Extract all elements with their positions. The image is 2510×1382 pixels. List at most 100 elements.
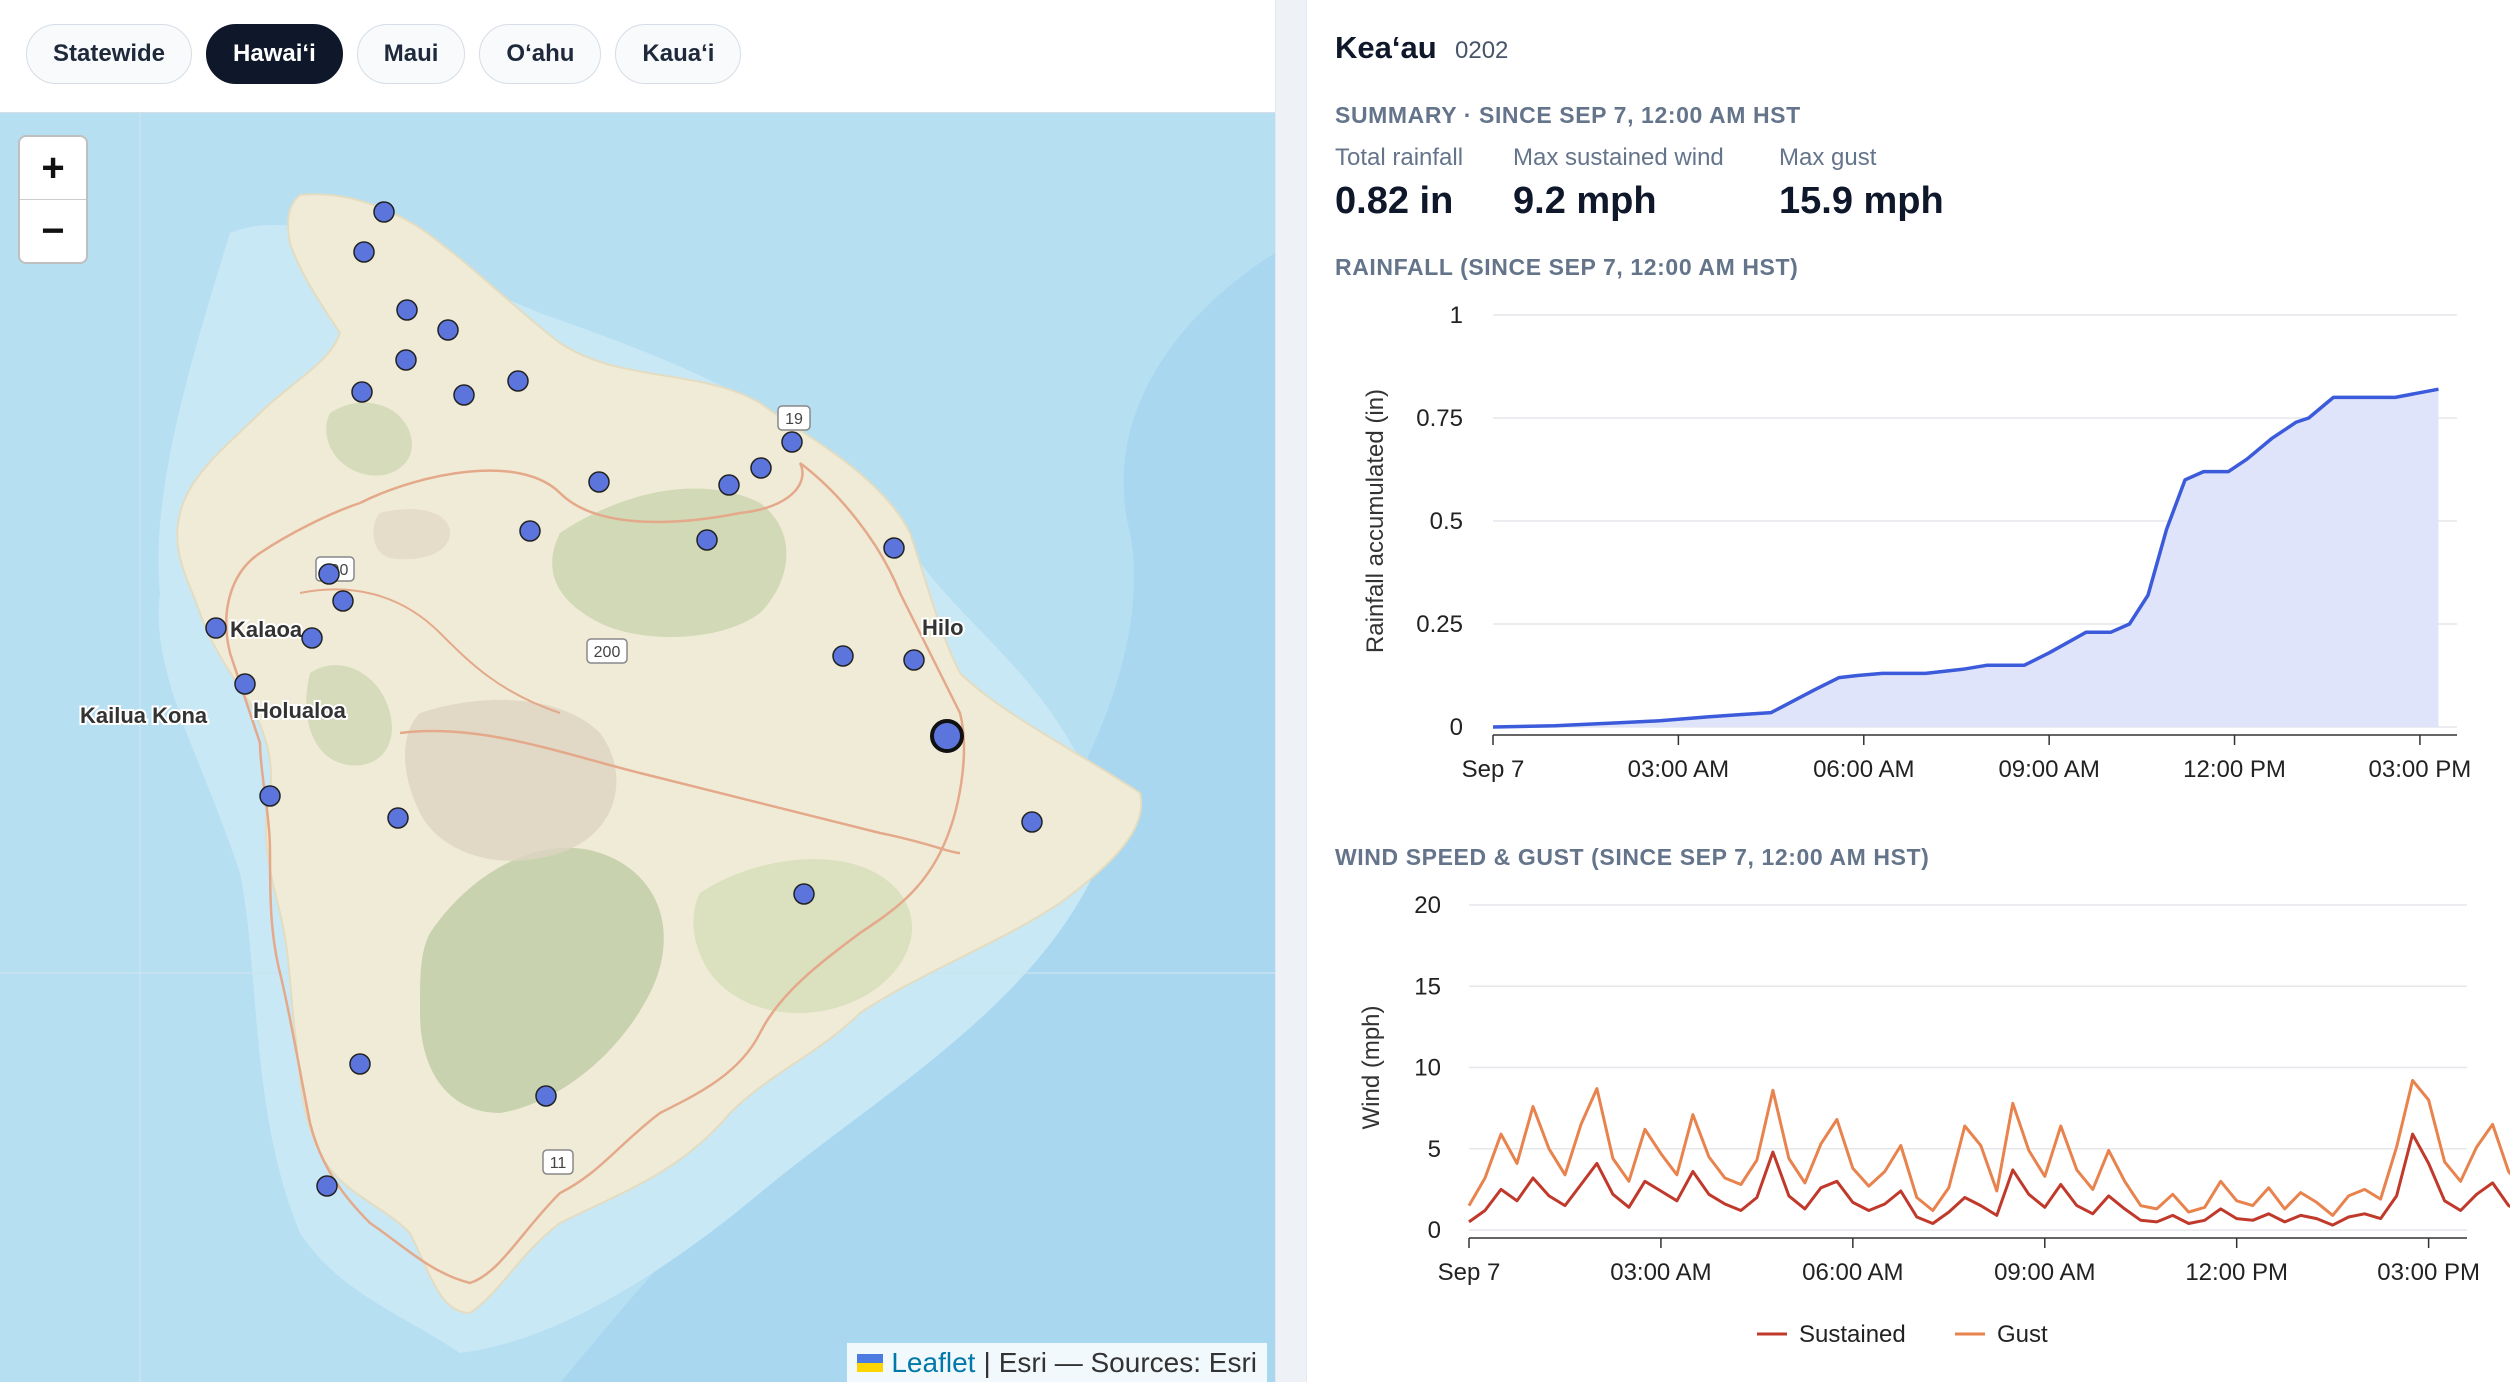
station-marker[interactable] bbox=[318, 563, 340, 585]
station-marker[interactable] bbox=[696, 529, 718, 551]
zoom-control: + − bbox=[18, 135, 88, 264]
station-panel: Kea‘au 0202 SUMMARY · SINCE SEP 7, 12:00… bbox=[1306, 0, 2510, 1382]
station-marker[interactable] bbox=[301, 627, 323, 649]
y-tick-label: 0.75 bbox=[1416, 405, 1463, 432]
tab-statewide[interactable]: Statewide bbox=[26, 24, 193, 84]
place-label-hilo: Hilo bbox=[922, 615, 964, 640]
route-label: 11 bbox=[550, 1155, 567, 1172]
station-marker[interactable] bbox=[437, 319, 459, 341]
y-tick-label: 0.5 bbox=[1430, 508, 1463, 535]
place-label-kailua-kona: Kailua Kona bbox=[80, 703, 208, 728]
y-tick-label: 5 bbox=[1428, 1136, 1441, 1163]
station-name: Kea‘au bbox=[1335, 30, 1437, 65]
road bbox=[359, 462, 804, 524]
terrain-waimea bbox=[373, 509, 450, 560]
metric-label: Max gust bbox=[1779, 144, 1877, 171]
x-tick-label: 06:00 AM bbox=[1813, 756, 1914, 783]
route-label: 19 bbox=[785, 411, 803, 428]
station-marker[interactable] bbox=[883, 537, 905, 559]
station-marker[interactable] bbox=[316, 1175, 338, 1197]
station-marker[interactable] bbox=[234, 673, 256, 695]
station-id: 0202 bbox=[1455, 37, 1509, 64]
station-marker[interactable] bbox=[259, 785, 281, 807]
station-marker[interactable] bbox=[718, 474, 740, 496]
x-tick-label: 03:00 PM bbox=[2377, 1259, 2480, 1286]
station-marker[interactable] bbox=[535, 1085, 557, 1107]
zoom-in-button[interactable]: + bbox=[20, 137, 86, 200]
gust-line[interactable] bbox=[1467, 972, 2510, 1217]
attribution-source: Esri — Sources: Esri bbox=[998, 1347, 1257, 1378]
place-label-kalaoa: Kalaoa bbox=[230, 617, 303, 642]
station-marker[interactable] bbox=[351, 381, 373, 403]
station-marker[interactable] bbox=[373, 201, 395, 223]
x-tick-label: 12:00 PM bbox=[2183, 756, 2286, 783]
y-tick-label: 0 bbox=[1428, 1217, 1441, 1244]
legend-gust[interactable]: Gust bbox=[1997, 1321, 2048, 1348]
metric-value: 15.9 mph bbox=[1779, 180, 1944, 222]
station-marker[interactable] bbox=[349, 1053, 371, 1075]
tab-maui[interactable]: Maui bbox=[356, 24, 466, 84]
station-marker[interactable] bbox=[793, 883, 815, 905]
rainfall-area bbox=[1493, 389, 2439, 727]
station-marker[interactable] bbox=[903, 649, 925, 671]
station-marker[interactable] bbox=[353, 241, 375, 263]
terrain-mauna-kea bbox=[552, 488, 787, 637]
station-marker[interactable] bbox=[453, 384, 475, 406]
x-tick-label: Sep 7 bbox=[1438, 1259, 1501, 1286]
station-marker-selected[interactable] bbox=[930, 719, 964, 753]
x-tick-label: 12:00 PM bbox=[2185, 1259, 2288, 1286]
x-tick-label: 09:00 AM bbox=[1998, 756, 2099, 783]
terrain-kohala bbox=[326, 402, 412, 476]
x-tick-label: 03:00 PM bbox=[2369, 756, 2472, 783]
zoom-out-button[interactable]: − bbox=[41, 208, 65, 253]
station-marker[interactable] bbox=[395, 349, 417, 371]
place-label-holualoa: Holualoa bbox=[253, 698, 347, 723]
metric-max-sustained-wind: Max sustained wind 9.2 mph bbox=[1513, 144, 1724, 223]
island-hawaii bbox=[176, 193, 1143, 1315]
y-tick-label: 0 bbox=[1450, 714, 1463, 741]
station-marker[interactable] bbox=[205, 617, 227, 639]
station-marker[interactable] bbox=[781, 431, 803, 453]
map[interactable]: 19 190 200 11 Kalaoa Kailua Kona Holualo… bbox=[0, 112, 1275, 1382]
station-marker[interactable] bbox=[519, 520, 541, 542]
y-tick-label: 10 bbox=[1414, 1055, 1441, 1082]
map-attribution: Leaflet | Esri — Sources: Esri bbox=[847, 1343, 1267, 1382]
y-tick-label: 0.25 bbox=[1416, 611, 1463, 638]
metric-label: Total rainfall bbox=[1335, 144, 1464, 171]
sustained-line[interactable] bbox=[1468, 1081, 2510, 1227]
wind-heading: WIND SPEED & GUST (SINCE SEP 7, 12:00 AM… bbox=[1335, 844, 1930, 870]
rainfall-chart: 0 0.25 0.5 0.75 1 Sep 7 03:00 AM 06:00 AM 09:00 … bbox=[1362, 302, 2472, 783]
summary-heading: SUMMARY · SINCE SEP 7, 12:00 AM HST bbox=[1335, 102, 1801, 128]
map-card: Statewide Hawai‘i Maui O‘ahu Kaua‘i bbox=[0, 0, 1276, 1382]
station-marker[interactable] bbox=[396, 299, 418, 321]
road bbox=[399, 729, 961, 855]
station-marker[interactable] bbox=[507, 370, 529, 392]
station-marker[interactable] bbox=[832, 645, 854, 667]
route-shield-200: 200 bbox=[586, 638, 628, 664]
station-marker[interactable] bbox=[750, 457, 772, 479]
wind-chart: 0 5 10 15 20 Sep 7 03:00 AM 06:00 AM 09:00 AM 12:… bbox=[1358, 892, 2510, 1348]
leaflet-link[interactable]: Leaflet bbox=[891, 1347, 976, 1378]
y-tick-label: 20 bbox=[1414, 892, 1441, 919]
x-tick-label: 03:00 AM bbox=[1628, 756, 1729, 783]
tab-oahu[interactable]: O‘ahu bbox=[479, 24, 602, 84]
route-shield-19: 19 bbox=[777, 405, 811, 431]
metric-label: Max sustained wind bbox=[1513, 144, 1724, 171]
rainfall-line[interactable] bbox=[1492, 387, 2439, 729]
station-markers bbox=[205, 201, 1043, 1197]
island-tabs: Statewide Hawai‘i Maui O‘ahu Kaua‘i bbox=[26, 24, 742, 86]
x-tick-label: 06:00 AM bbox=[1802, 1259, 1903, 1286]
station-marker[interactable] bbox=[387, 807, 409, 829]
station-marker[interactable] bbox=[588, 471, 610, 493]
terrain-kilauea bbox=[693, 859, 912, 1013]
metric-max-gust: Max gust 15.9 mph bbox=[1779, 144, 1944, 223]
station-marker[interactable] bbox=[332, 590, 354, 612]
station-marker[interactable] bbox=[1021, 811, 1043, 833]
y-axis-label: Rainfall accumulated (in) bbox=[1362, 389, 1389, 653]
map-svg[interactable]: 19 190 200 11 Kalaoa Kailua Kona Holualo… bbox=[0, 113, 1275, 1382]
legend-sustained[interactable]: Sustained bbox=[1799, 1321, 1906, 1348]
x-tick-label: 09:00 AM bbox=[1994, 1259, 2095, 1286]
tab-kauai[interactable]: Kaua‘i bbox=[615, 24, 742, 84]
ukraine-flag-icon bbox=[857, 1354, 884, 1372]
tab-hawaii[interactable]: Hawai‘i bbox=[206, 24, 343, 84]
